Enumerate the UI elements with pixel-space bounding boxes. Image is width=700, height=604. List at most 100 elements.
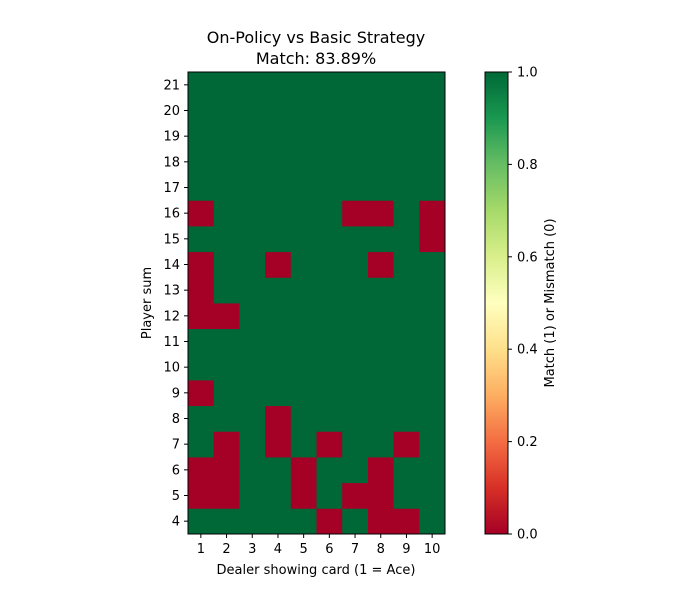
- heatmap-cell: [188, 251, 215, 278]
- heatmap-cell: [367, 303, 394, 330]
- heatmap-cell: [393, 226, 420, 253]
- heatmap-cell: [265, 149, 292, 176]
- y-tick-label: 7: [172, 438, 180, 453]
- heatmap-cell: [239, 328, 266, 355]
- heatmap-cell: [290, 149, 317, 176]
- y-tick-label: 9: [172, 386, 180, 401]
- heatmap-cell: [316, 328, 343, 355]
- heatmap-cell: [239, 226, 266, 253]
- heatmap-cell: [342, 431, 369, 458]
- heatmap-cell: [239, 97, 266, 124]
- heatmap-cell: [290, 174, 317, 201]
- heatmap-cell: [419, 508, 446, 535]
- heatmap-cell: [419, 405, 446, 432]
- heatmap-cell: [213, 149, 240, 176]
- heatmap-cell: [316, 508, 343, 535]
- heatmap-cell: [188, 457, 215, 484]
- x-tick-label: 10: [424, 542, 441, 557]
- x-tick-label: 1: [197, 542, 205, 557]
- heatmap-cell: [367, 328, 394, 355]
- x-tick-label: 3: [248, 542, 256, 557]
- heatmap-cell: [239, 303, 266, 330]
- heatmap-cell: [265, 380, 292, 407]
- heatmap-cell: [188, 303, 215, 330]
- y-tick-label: 18: [163, 155, 180, 170]
- heatmap-cell: [265, 354, 292, 381]
- heatmap-cell: [239, 277, 266, 304]
- y-tick-label: 16: [163, 207, 180, 222]
- heatmap-cell: [393, 508, 420, 535]
- heatmap-cell: [239, 354, 266, 381]
- x-tick-label: 2: [222, 542, 230, 557]
- heatmap-cell: [419, 380, 446, 407]
- x-tick-label: 7: [351, 542, 359, 557]
- heatmap-cell: [342, 174, 369, 201]
- heatmap-cell: [367, 97, 394, 124]
- heatmap-cell: [213, 457, 240, 484]
- x-axis-ticks: 1 2 3 4 5 6 7 8 9 10: [197, 534, 441, 557]
- heatmap-cell: [316, 72, 343, 99]
- heatmap-cell: [419, 303, 446, 330]
- heatmap-cell: [265, 508, 292, 535]
- heatmap-cell: [393, 303, 420, 330]
- heatmap-cell: [393, 354, 420, 381]
- heatmap-cell: [188, 328, 215, 355]
- heatmap-cell: [393, 97, 420, 124]
- heatmap-cell: [342, 72, 369, 99]
- heatmap-cell: [265, 72, 292, 99]
- heatmap-cell: [419, 431, 446, 458]
- heatmap-cell: [316, 457, 343, 484]
- heatmap-cell: [316, 200, 343, 227]
- heatmap-cell: [265, 431, 292, 458]
- heatmap-cell: [419, 457, 446, 484]
- heatmap-cell: [265, 200, 292, 227]
- heatmap-cell: [265, 482, 292, 509]
- heatmap-cell: [316, 354, 343, 381]
- colorbar-ticks: 0.0 0.2 0.4 0.6 0.8 1.0: [508, 66, 538, 543]
- y-tick-label: 14: [163, 258, 180, 273]
- heatmap-cell: [342, 200, 369, 227]
- heatmap-cell: [239, 431, 266, 458]
- heatmap-cell: [290, 405, 317, 432]
- heatmap-cell: [213, 174, 240, 201]
- heatmap-cell: [213, 328, 240, 355]
- heatmap-cell: [367, 277, 394, 304]
- heatmap-cell: [239, 457, 266, 484]
- heatmap-cell: [239, 405, 266, 432]
- heatmap-cell: [393, 123, 420, 150]
- heatmap-cell: [188, 149, 215, 176]
- heatmap-cell: [239, 251, 266, 278]
- heatmap-cell: [419, 328, 446, 355]
- heatmap-cell: [316, 97, 343, 124]
- heatmap-cell: [188, 482, 215, 509]
- heatmap-cell: [393, 149, 420, 176]
- heatmap-cell: [316, 405, 343, 432]
- y-tick-label: 11: [163, 335, 180, 350]
- heatmap-cell: [188, 123, 215, 150]
- heatmap-cell: [316, 277, 343, 304]
- y-tick-label: 10: [163, 361, 180, 376]
- heatmap-cell: [213, 251, 240, 278]
- heatmap-cell: [239, 149, 266, 176]
- y-tick-label: 15: [163, 232, 180, 247]
- heatmap-cell: [316, 123, 343, 150]
- chart-title: On-Policy vs Basic Strategy: [207, 28, 426, 47]
- heatmap-cell: [393, 251, 420, 278]
- heatmap-cell: [290, 226, 317, 253]
- heatmap-cell: [188, 97, 215, 124]
- heatmap-cell: [239, 482, 266, 509]
- heatmap-cell: [290, 200, 317, 227]
- heatmap-cell: [367, 431, 394, 458]
- heatmap-cell: [213, 431, 240, 458]
- heatmap-cell: [213, 354, 240, 381]
- heatmap-cell: [213, 226, 240, 253]
- heatmap-cell: [316, 174, 343, 201]
- heatmap-cell: [342, 123, 369, 150]
- heatmap-cell: [342, 277, 369, 304]
- heatmap-cell: [342, 482, 369, 509]
- heatmap-cell: [188, 431, 215, 458]
- heatmap-cell: [342, 303, 369, 330]
- heatmap-cell: [290, 431, 317, 458]
- heatmap-cell: [265, 226, 292, 253]
